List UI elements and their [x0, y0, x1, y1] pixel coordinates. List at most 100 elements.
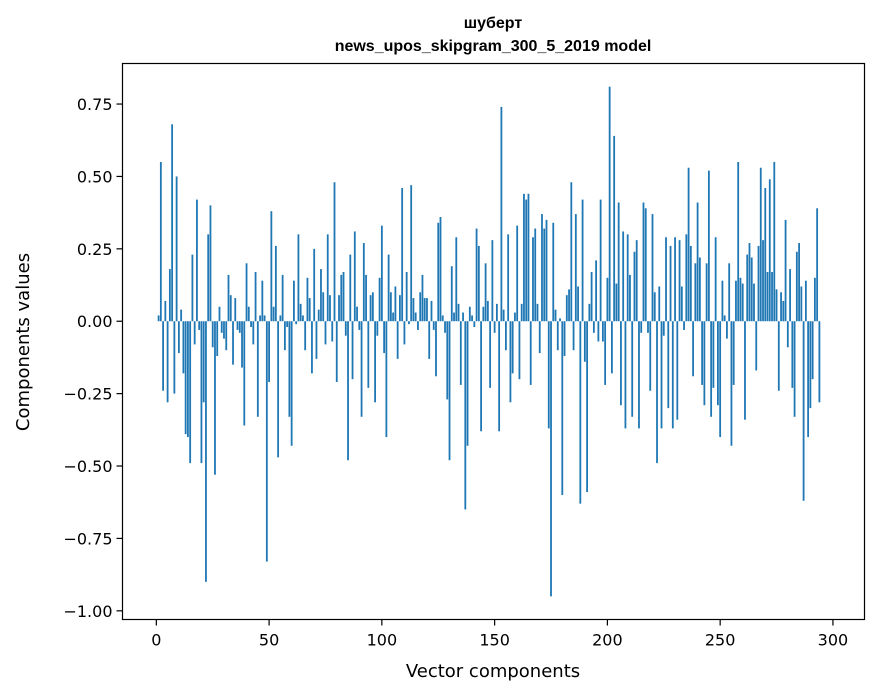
- bar: [635, 240, 638, 322]
- bar: [626, 234, 629, 322]
- bar: [676, 321, 679, 420]
- bar: [347, 321, 349, 461]
- bar: [586, 321, 588, 493]
- bar: [419, 292, 422, 322]
- bar: [527, 193, 530, 322]
- bar: [653, 292, 656, 322]
- bar: [268, 321, 270, 383]
- bar: [293, 280, 295, 322]
- bar: [214, 321, 216, 475]
- bar: [356, 306, 358, 322]
- bar: [229, 295, 232, 322]
- bar: [802, 321, 805, 501]
- bar: [189, 321, 192, 464]
- bar: [444, 321, 446, 333]
- bar: [281, 274, 284, 322]
- bar: [674, 237, 676, 322]
- bar: [453, 312, 455, 322]
- bar: [694, 263, 697, 322]
- bar: [689, 245, 692, 322]
- bar: [225, 321, 228, 351]
- bar: [622, 231, 625, 322]
- bar: [511, 321, 514, 374]
- bar: [471, 315, 473, 322]
- y-tick-label: −0.50: [63, 457, 112, 476]
- bar: [649, 321, 652, 391]
- bar: [385, 321, 388, 438]
- bar: [196, 199, 198, 322]
- bar: [432, 321, 435, 330]
- bar: [462, 312, 464, 322]
- bar: [505, 321, 507, 351]
- bar: [191, 254, 194, 322]
- bar: [342, 272, 345, 322]
- bar: [274, 245, 277, 322]
- bar: [338, 295, 340, 322]
- bar: [466, 321, 469, 446]
- bar: [554, 309, 557, 322]
- bar: [604, 321, 607, 385]
- x-tick-label: 0: [151, 631, 161, 650]
- bar: [773, 161, 776, 322]
- bar: [707, 170, 710, 322]
- bar: [227, 274, 230, 322]
- bar: [547, 321, 550, 429]
- bar: [392, 312, 395, 322]
- bar: [252, 321, 255, 345]
- bar: [759, 167, 762, 322]
- bar: [737, 161, 740, 322]
- bar: [211, 321, 214, 348]
- bar: [507, 234, 510, 322]
- bar: [396, 321, 399, 359]
- bar: [520, 303, 523, 322]
- bar: [543, 228, 546, 322]
- bar: [732, 321, 735, 385]
- bar: [768, 179, 771, 322]
- bar: [592, 321, 595, 333]
- bar: [644, 208, 647, 322]
- bar: [766, 272, 769, 322]
- bar: [369, 295, 372, 322]
- bar: [412, 298, 415, 322]
- bar: [450, 266, 453, 322]
- bar: [500, 106, 503, 322]
- bar: [254, 272, 257, 322]
- bar: [561, 321, 564, 495]
- bar: [597, 321, 600, 342]
- bar: [764, 188, 767, 322]
- bar: [613, 135, 616, 322]
- chart-title: шуберт: [464, 15, 523, 32]
- bar: [608, 86, 611, 322]
- bar: [723, 315, 726, 322]
- bar: [270, 211, 273, 322]
- bar: [218, 306, 221, 322]
- bar: [175, 176, 178, 322]
- bar: [459, 321, 462, 385]
- bar: [683, 321, 685, 330]
- bar: [193, 321, 196, 345]
- bar: [762, 240, 764, 322]
- bar: [755, 321, 758, 371]
- bar: [423, 298, 426, 322]
- bar: [439, 216, 442, 322]
- y-tick-label: 0.25: [77, 240, 113, 259]
- bar: [813, 277, 816, 322]
- bar: [245, 263, 248, 322]
- bar: [685, 234, 688, 322]
- bar: [552, 222, 555, 322]
- y-tick-label: −1.00: [63, 602, 112, 621]
- bar: [455, 237, 458, 322]
- bar: [523, 193, 525, 322]
- bar: [667, 321, 670, 409]
- y-tick-label: −0.25: [63, 385, 112, 404]
- bar: [807, 321, 810, 438]
- bar: [389, 292, 392, 322]
- bar: [624, 321, 627, 429]
- plot-frame: [121, 62, 866, 621]
- bar: [692, 321, 694, 377]
- bar: [565, 295, 568, 322]
- bar: [795, 251, 798, 322]
- bar: [777, 321, 780, 391]
- bar: [786, 321, 789, 348]
